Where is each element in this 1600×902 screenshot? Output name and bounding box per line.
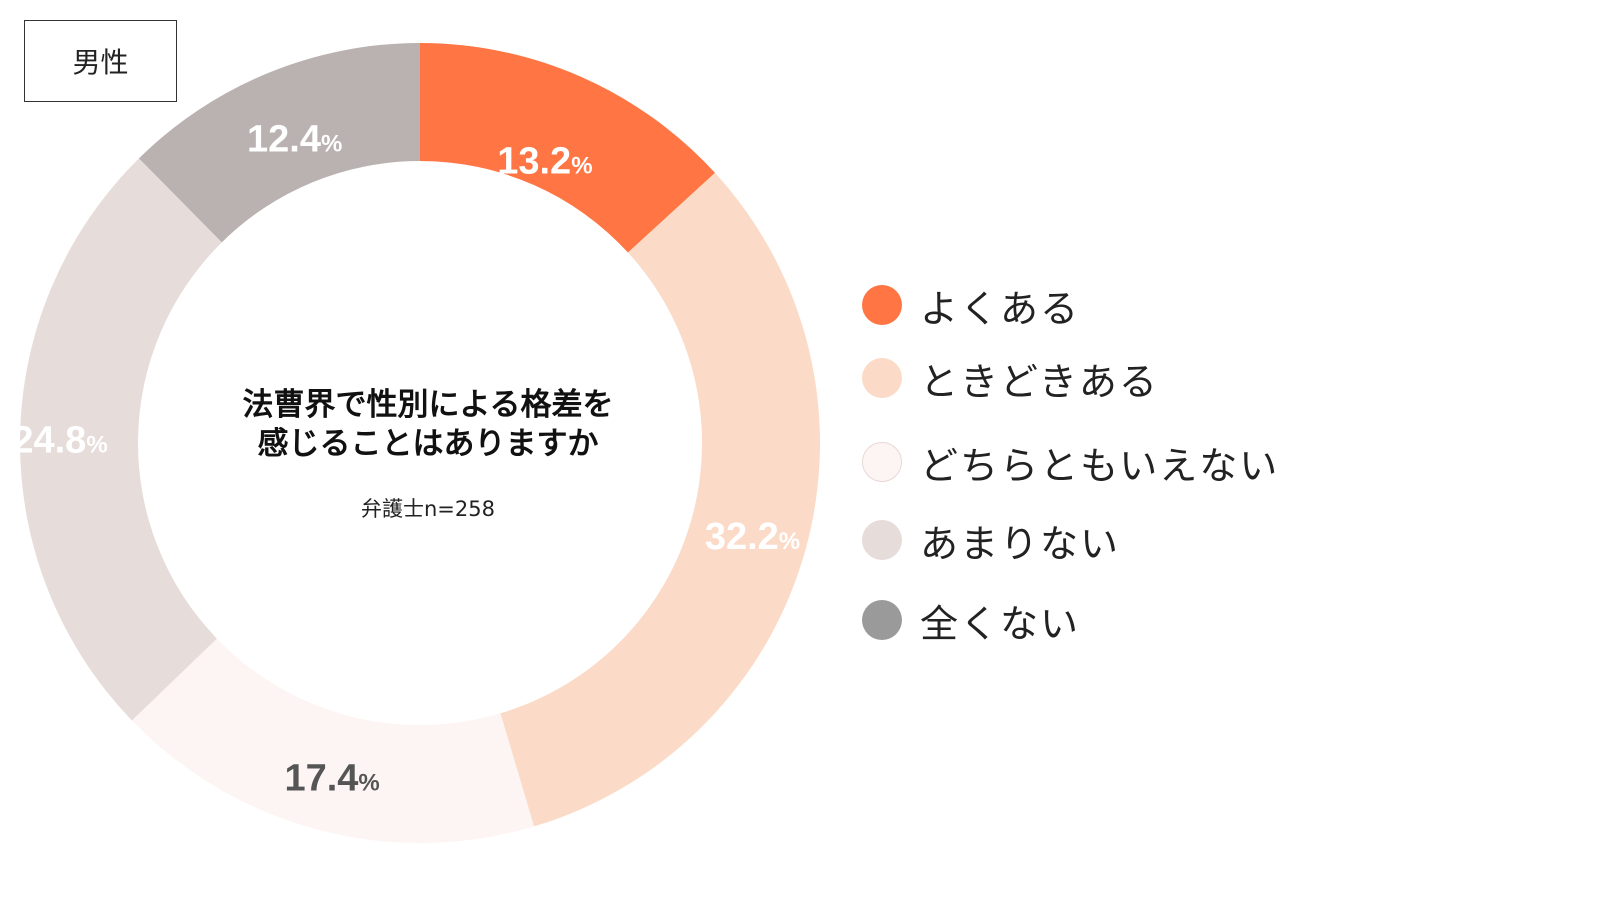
donut-slice-4: [20, 158, 222, 721]
legend-label-3: どちらともいえない: [920, 443, 1280, 488]
legend-label-1: よくある: [920, 286, 1081, 331]
legend-swatch-3: [862, 442, 902, 482]
legend-item-2: ときどきある: [862, 356, 1159, 404]
donut-slice-2: [500, 172, 820, 827]
center-question-line2: 感じることはありますか: [258, 426, 599, 462]
legend-item-5: 全くない: [862, 598, 1080, 646]
legend-swatch-4: [862, 520, 902, 560]
legend-swatch-1: [862, 285, 902, 325]
legend-item-3: どちらともいえない: [862, 440, 1279, 488]
donut-value-labels: 13.2% 32.2% 17.4% 24.8% 12.4%: [12, 119, 800, 800]
legend-label-4: あまりない: [920, 521, 1121, 566]
legend-label-5: 全くない: [920, 601, 1081, 646]
value-label-2: 32.2%: [705, 516, 800, 558]
value-label-4: 24.8%: [12, 419, 107, 461]
donut-slice-1: [420, 43, 716, 253]
legend-swatch-5: [862, 600, 902, 640]
legend-item-1: よくある: [862, 283, 1080, 331]
donut-slices: [20, 43, 820, 843]
donut-slice-3: [131, 638, 535, 843]
value-label-1: 13.2%: [497, 140, 592, 182]
value-label-5: 12.4%: [247, 119, 342, 161]
donut-slice-5: [138, 43, 421, 243]
legend-label-2: ときどきある: [920, 359, 1159, 404]
center-question-line1: 法曹界で性別による格差を: [242, 387, 613, 423]
legend-swatch-2: [862, 358, 902, 398]
center-sample-note: 弁護士n=258: [361, 497, 495, 521]
legend-item-4: あまりない: [862, 518, 1120, 566]
chart-legend: よくあるときどきあるどちらともいえない あまりない全くない: [862, 0, 1562, 902]
value-label-3: 17.4%: [284, 758, 379, 800]
gender-tag: 男性: [24, 20, 177, 102]
